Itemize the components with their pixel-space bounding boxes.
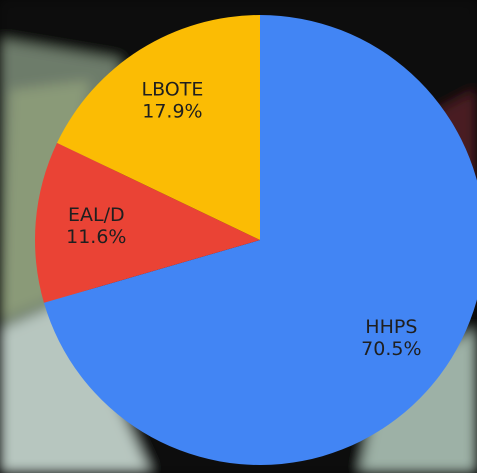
slice-value-label: 11.6% [66,226,126,248]
slice-label: LBOTE [141,79,203,101]
chart: HHPS70.5% EAL/D11.6% LBOTE17.9% [0,0,477,473]
slice-value-label: 70.5% [361,338,421,360]
slice-label: EAL/D [68,204,125,226]
slice-value-label: 17.9% [142,101,202,123]
slice-label: HHPS [365,316,417,338]
